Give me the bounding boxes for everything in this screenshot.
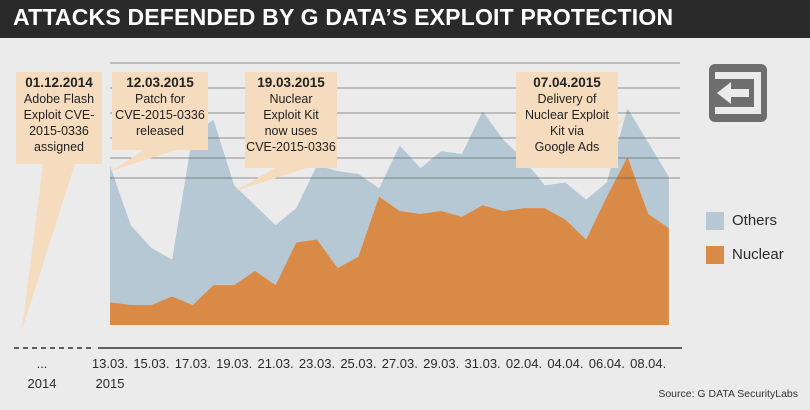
- title-bar: ATTACKS DEFENDED BY G DATA’S EXPLOIT PRO…: [0, 0, 810, 38]
- others-area: [110, 108, 669, 306]
- x-tick-label: 13.03.: [92, 356, 128, 371]
- callout-date: 12.03.2015: [126, 75, 194, 90]
- callout-text: assigned: [33, 140, 85, 154]
- callout-text: Patch for: [134, 92, 186, 106]
- callout-text: CVE-2015-0336: [115, 108, 205, 122]
- callout-text: Nuclear Exploit: [524, 108, 610, 122]
- callout-text: Kit via: [549, 124, 585, 138]
- chart-title: ATTACKS DEFENDED BY G DATA’S EXPLOIT PRO…: [13, 4, 674, 30]
- callout-text: released: [136, 124, 184, 138]
- nuclear-area: [110, 156, 669, 325]
- x-tick-label: 23.03.: [299, 356, 335, 371]
- g-data-logo-icon: [709, 64, 767, 122]
- callout-text: Google Ads: [534, 140, 600, 154]
- callout-date: 07.04.2015: [533, 75, 601, 90]
- legend-label-others: Others: [732, 212, 778, 229]
- legend-label-nuclear: Nuclear: [732, 246, 784, 263]
- x-tick-label: 15.03.: [133, 356, 169, 371]
- callout-text: Delivery of: [537, 92, 597, 106]
- callout-patch-released: 12.03.2015 Patch for CVE-2015-0336 relea…: [112, 72, 208, 150]
- callout-date: 01.12.2014: [25, 75, 93, 90]
- callout-text: CVE-2015-0336: [246, 140, 336, 154]
- legend-swatch-nuclear: [706, 246, 724, 264]
- x-tick-label: 04.04.: [547, 356, 583, 371]
- x-tick-label: 31.03.: [465, 356, 501, 371]
- legend-swatch-others: [706, 212, 724, 230]
- x-tick-label: 19.03.: [216, 356, 252, 371]
- callout-pointer: [234, 168, 307, 192]
- callout-text: Adobe Flash: [23, 92, 95, 106]
- x-pre-year-label: 2014: [28, 376, 57, 391]
- callout-pointer: [22, 164, 75, 330]
- chart-area: 13.03. 15.03. 17.03. 19.03. 21.03. 23.03. 25.0…: [0, 38, 810, 410]
- x-ellipsis-label: ...: [37, 356, 48, 371]
- callout-text: Nuclear: [269, 92, 313, 106]
- callout-text: 2015-0336: [29, 124, 89, 138]
- callout-adobe-flash: 01.12.2014 Adobe Flash Exploit CVE- 2015…: [16, 72, 102, 164]
- x-tick-label: 27.03.: [382, 356, 418, 371]
- x-tick-label: 29.03.: [423, 356, 459, 371]
- callout-pointer: [110, 150, 176, 172]
- x-tick-label: 08.04.: [630, 356, 666, 371]
- callout-text: now uses: [264, 124, 318, 138]
- x-year-label: 2015: [96, 376, 125, 391]
- callout-text: Exploit CVE-: [23, 108, 95, 122]
- callout-google-ads: 07.04.2015 Delivery of Nuclear Exploit K…: [516, 72, 618, 168]
- x-tick-label: 17.03.: [175, 356, 211, 371]
- callout-nuclear-uses-cve: 19.03.2015 Nuclear Exploit Kit now uses …: [245, 72, 337, 168]
- x-tick-label: 25.03.: [340, 356, 376, 371]
- x-tick-label: 21.03.: [258, 356, 294, 371]
- callout-date: 19.03.2015: [257, 75, 325, 90]
- x-tick-label: 06.04.: [589, 356, 625, 371]
- x-tick-label: 02.04.: [506, 356, 542, 371]
- callout-text: Exploit Kit: [263, 108, 319, 122]
- source-note: Source: G DATA SecurityLabs: [658, 388, 798, 400]
